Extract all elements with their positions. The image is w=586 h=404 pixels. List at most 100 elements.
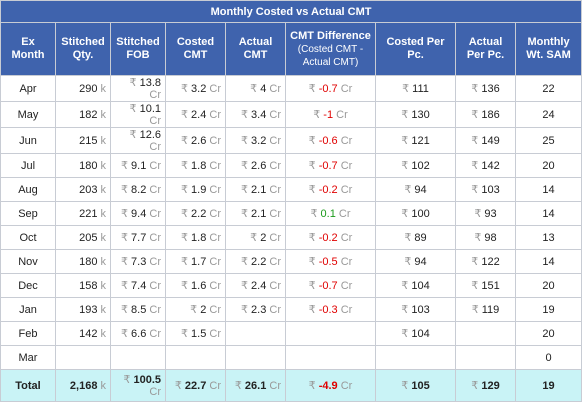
cell — [225, 345, 286, 370]
cell-unit: ₹ — [129, 129, 137, 141]
cell-unit: k — [100, 379, 107, 392]
cell: ₹ -0.5 Cr — [285, 249, 376, 274]
cell-unit: ₹ — [240, 280, 248, 292]
cell: Feb — [0, 321, 56, 346]
cell: ₹ 9.1 Cr — [110, 153, 166, 178]
cell-unit: ₹ — [308, 380, 316, 392]
cell-unit: ₹ — [404, 184, 412, 196]
cell-unit: ₹ — [308, 280, 316, 292]
cell: ₹ 122 — [455, 249, 516, 274]
cell: 20 — [514, 273, 583, 298]
cell-value: 13.8 — [139, 77, 161, 89]
cell-value: 2.2 — [251, 256, 267, 268]
cell: Jul — [0, 153, 56, 178]
cell: ₹ 93 — [455, 201, 516, 226]
cell-unit: ₹ — [250, 83, 258, 95]
cell: ₹ 2 Cr — [225, 225, 286, 250]
cell-unit: Cr — [340, 160, 353, 172]
cell: ₹ -0.3 Cr — [285, 297, 376, 322]
cell: 182 k — [55, 101, 111, 128]
cell: 158 k — [55, 273, 111, 298]
cell-unit: Cr — [149, 160, 161, 172]
cell: Jun — [0, 127, 56, 154]
cell-unit: ₹ — [308, 135, 316, 147]
cell: ₹ -4.9 Cr — [285, 369, 376, 402]
data-row: Sep 221 k ₹ 9.4 Cr ₹ 2.2 Cr ₹ 2.1 Cr ₹ 0.1 Cr… — [0, 201, 583, 226]
cell-unit: Cr — [149, 184, 161, 196]
cell: Aug — [0, 177, 56, 202]
cell: ₹ 1.8 Cr — [165, 225, 226, 250]
cell-value: 10.1 — [139, 103, 161, 115]
cell-unit: Cr — [269, 160, 281, 172]
cell: ₹ 1.7 Cr — [165, 249, 226, 274]
cell-value: 2 — [200, 304, 207, 316]
cell: ₹ 3.2 Cr — [165, 75, 226, 102]
cell-value: 94 — [414, 256, 427, 268]
cell-unit: Cr — [209, 328, 221, 340]
cell-unit: Cr — [149, 115, 161, 127]
cell-unit: Cr — [149, 328, 161, 340]
cell-unit: ₹ — [401, 328, 409, 340]
cell-unit: ₹ — [404, 256, 412, 268]
cell-value: 142 — [79, 327, 98, 340]
column-header: Stitched FOB — [110, 22, 166, 76]
cell-value: 122 — [481, 256, 500, 268]
cell-unit: ₹ — [240, 109, 248, 121]
cell: ₹ 104 — [375, 273, 456, 298]
cell: ₹ 2.4 Cr — [225, 273, 286, 298]
cell-unit: ₹ — [474, 232, 482, 244]
cell-value: 103 — [481, 184, 500, 196]
cell-value: 7.7 — [131, 232, 147, 244]
cell: Jan — [0, 297, 56, 322]
cell-unit: ₹ — [120, 232, 128, 244]
cell-unit: Cr — [149, 208, 161, 220]
cell-value: 180 — [79, 159, 98, 172]
column-header: Actual CMT — [225, 22, 286, 76]
cell-value: 2.1 — [251, 184, 267, 196]
cell: ₹ 2.2 Cr — [225, 249, 286, 274]
cell-value: 3.2 — [191, 83, 207, 95]
cell — [165, 345, 226, 370]
data-row: Jul 180 k ₹ 9.1 Cr ₹ 1.8 Cr ₹ 2.6 Cr ₹ -0.7 C… — [0, 153, 583, 178]
cell-value: -4.9 — [318, 380, 338, 392]
column-header: Costed Per Pc. — [375, 22, 456, 76]
cell: 142 k — [55, 321, 111, 346]
cell-unit: ₹ — [313, 109, 321, 121]
cell-value: 1.8 — [191, 160, 207, 172]
cell-unit: Cr — [209, 208, 221, 220]
cell-unit: ₹ — [308, 184, 316, 196]
cell-value: 100.5 — [133, 374, 161, 386]
cell-unit: Cr — [340, 304, 353, 316]
cell-unit: k — [100, 183, 107, 196]
cell-unit: Cr — [149, 304, 161, 316]
column-header: Monthly Wt. SAM — [514, 22, 583, 76]
cell-unit: ₹ — [308, 83, 316, 95]
cell-unit: ₹ — [180, 280, 188, 292]
cell-value: 103 — [411, 304, 430, 316]
cell: Sep — [0, 201, 56, 226]
cell-value: 2 — [260, 232, 267, 244]
cell: ₹ 104 — [375, 321, 456, 346]
cell-unit: Cr — [269, 256, 281, 268]
cell-value: 203 — [79, 183, 98, 196]
cell-value: 2,168 — [69, 379, 98, 392]
cell-unit: ₹ — [240, 135, 248, 147]
cell: ₹ -0.2 Cr — [285, 225, 376, 250]
cell-value: 93 — [484, 208, 497, 220]
cell-value: 2.2 — [191, 208, 207, 220]
cell: ₹ 102 — [375, 153, 456, 178]
cell-unit: ₹ — [401, 380, 409, 392]
cell-unit: ₹ — [471, 184, 479, 196]
cell-value: 9.4 — [131, 208, 147, 220]
cell-unit: ₹ — [180, 184, 188, 196]
cell-unit: ₹ — [401, 160, 409, 172]
data-row: May 182 k ₹ 10.1 Cr ₹ 2.4 Cr ₹ 3.4 Cr ₹ -1 Cr… — [0, 101, 583, 128]
cell: 205 k — [55, 225, 111, 250]
data-row: Nov 180 k ₹ 7.3 Cr ₹ 1.7 Cr ₹ 2.2 Cr ₹ -0.5 C… — [0, 249, 583, 274]
cell-value: 193 — [79, 303, 98, 316]
cell: ₹ 151 — [455, 273, 516, 298]
cell-unit: ₹ — [401, 135, 409, 147]
cell-unit: ₹ — [401, 304, 409, 316]
cell: ₹ 10.1 Cr — [110, 101, 166, 128]
cell-value: 151 — [481, 280, 500, 292]
